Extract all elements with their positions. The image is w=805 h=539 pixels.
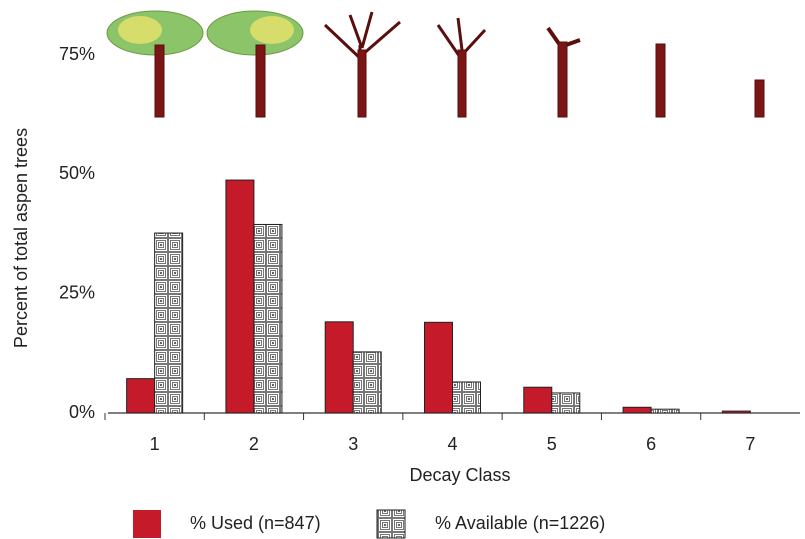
x-tick-label: 3 xyxy=(348,434,358,454)
bar xyxy=(424,321,453,414)
bar xyxy=(622,406,652,414)
y-tick-label: 50% xyxy=(59,163,95,183)
legend-swatch xyxy=(376,509,406,539)
tree-illustrations xyxy=(106,10,765,118)
bar xyxy=(523,386,553,414)
y-tick-label: 0% xyxy=(69,402,95,422)
bar xyxy=(253,223,283,414)
x-tick-label: 1 xyxy=(150,434,160,454)
x-tick-label: 2 xyxy=(249,434,259,454)
y-tick-label: 25% xyxy=(59,282,95,302)
bar xyxy=(225,179,255,414)
legend-label: % Available (n=1226) xyxy=(435,513,605,533)
bar xyxy=(352,351,382,414)
bar xyxy=(324,321,354,414)
bar xyxy=(126,378,156,414)
bar xyxy=(721,410,751,414)
x-tick-label: 7 xyxy=(745,434,755,454)
bar xyxy=(154,232,184,414)
x-tick-label: 6 xyxy=(646,434,656,454)
bar xyxy=(650,408,680,414)
y-axis-label: Percent of total aspen trees xyxy=(11,128,31,348)
bar xyxy=(452,381,481,414)
legend-label: % Used (n=847) xyxy=(190,513,321,533)
x-axis-label: Decay Class xyxy=(409,465,510,485)
legend-swatch xyxy=(133,510,161,538)
y-tick-label: 75% xyxy=(59,44,95,64)
bar xyxy=(551,392,581,414)
x-tick-label: 4 xyxy=(447,434,457,454)
x-tick-label: 5 xyxy=(547,434,557,454)
